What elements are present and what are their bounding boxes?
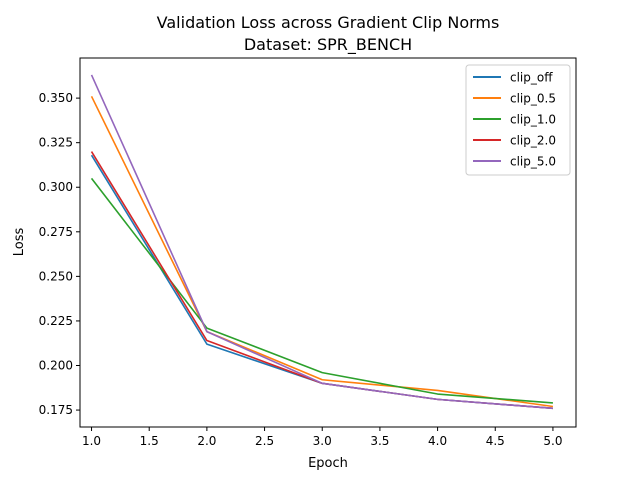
y-axis-label: Loss — [12, 228, 27, 257]
x-tick-label: 1.0 — [82, 434, 101, 448]
x-tick-label: 4.0 — [428, 434, 447, 448]
y-tick-label: 0.200 — [39, 359, 73, 373]
x-axis-label: Epoch — [308, 456, 348, 471]
legend-label: clip_2.0 — [510, 134, 556, 148]
plot-area-frame — [79, 57, 577, 428]
legend-label: clip_1.0 — [510, 113, 556, 127]
y-tick-label: 0.300 — [39, 180, 73, 194]
y-tick-label: 0.175 — [39, 403, 73, 417]
chart-title: Validation Loss across Gradient Clip Nor… — [157, 13, 500, 32]
y-axis: 0.175 0.200 0.225 0.250 0.275 0.300 0.325 0.350 — [39, 91, 80, 417]
legend-label: clip_0.5 — [510, 92, 556, 106]
series-line-clip_1.0 — [90, 177, 553, 404]
x-tick-label: 1.5 — [140, 434, 159, 448]
legend: clip_off clip_0.5 clip_1.0 clip_2.0 clip_5.0 — [465, 64, 571, 176]
series-layer — [90, 74, 554, 410]
series-line-clip_0.5 — [90, 95, 554, 408]
y-tick-label: 0.250 — [39, 269, 73, 283]
x-tick-label: 5.0 — [543, 434, 562, 448]
y-tick-label: 0.325 — [39, 136, 73, 150]
y-tick-label: 0.350 — [39, 91, 73, 105]
legend-box — [465, 64, 571, 176]
series-line-clip_5.0 — [90, 74, 553, 410]
legend-label: clip_off — [510, 71, 553, 85]
series-line-clip_2.0 — [90, 151, 553, 410]
x-tick-label: 4.5 — [486, 434, 505, 448]
y-tick-label: 0.275 — [39, 225, 73, 239]
series-line-clip_off — [90, 154, 553, 410]
y-tick-label: 0.225 — [39, 314, 73, 328]
legend-label: clip_5.0 — [510, 155, 556, 169]
x-tick-label: 2.5 — [255, 434, 274, 448]
x-tick-label: 2.0 — [197, 434, 216, 448]
x-tick-label: 3.5 — [370, 434, 389, 448]
x-tick-label: 3.0 — [313, 434, 332, 448]
x-axis: 1.0 1.5 2.0 2.5 3.0 3.5 4.0 4.5 5.0 — [82, 427, 562, 448]
chart-subtitle: Dataset: SPR_BENCH — [244, 35, 412, 55]
